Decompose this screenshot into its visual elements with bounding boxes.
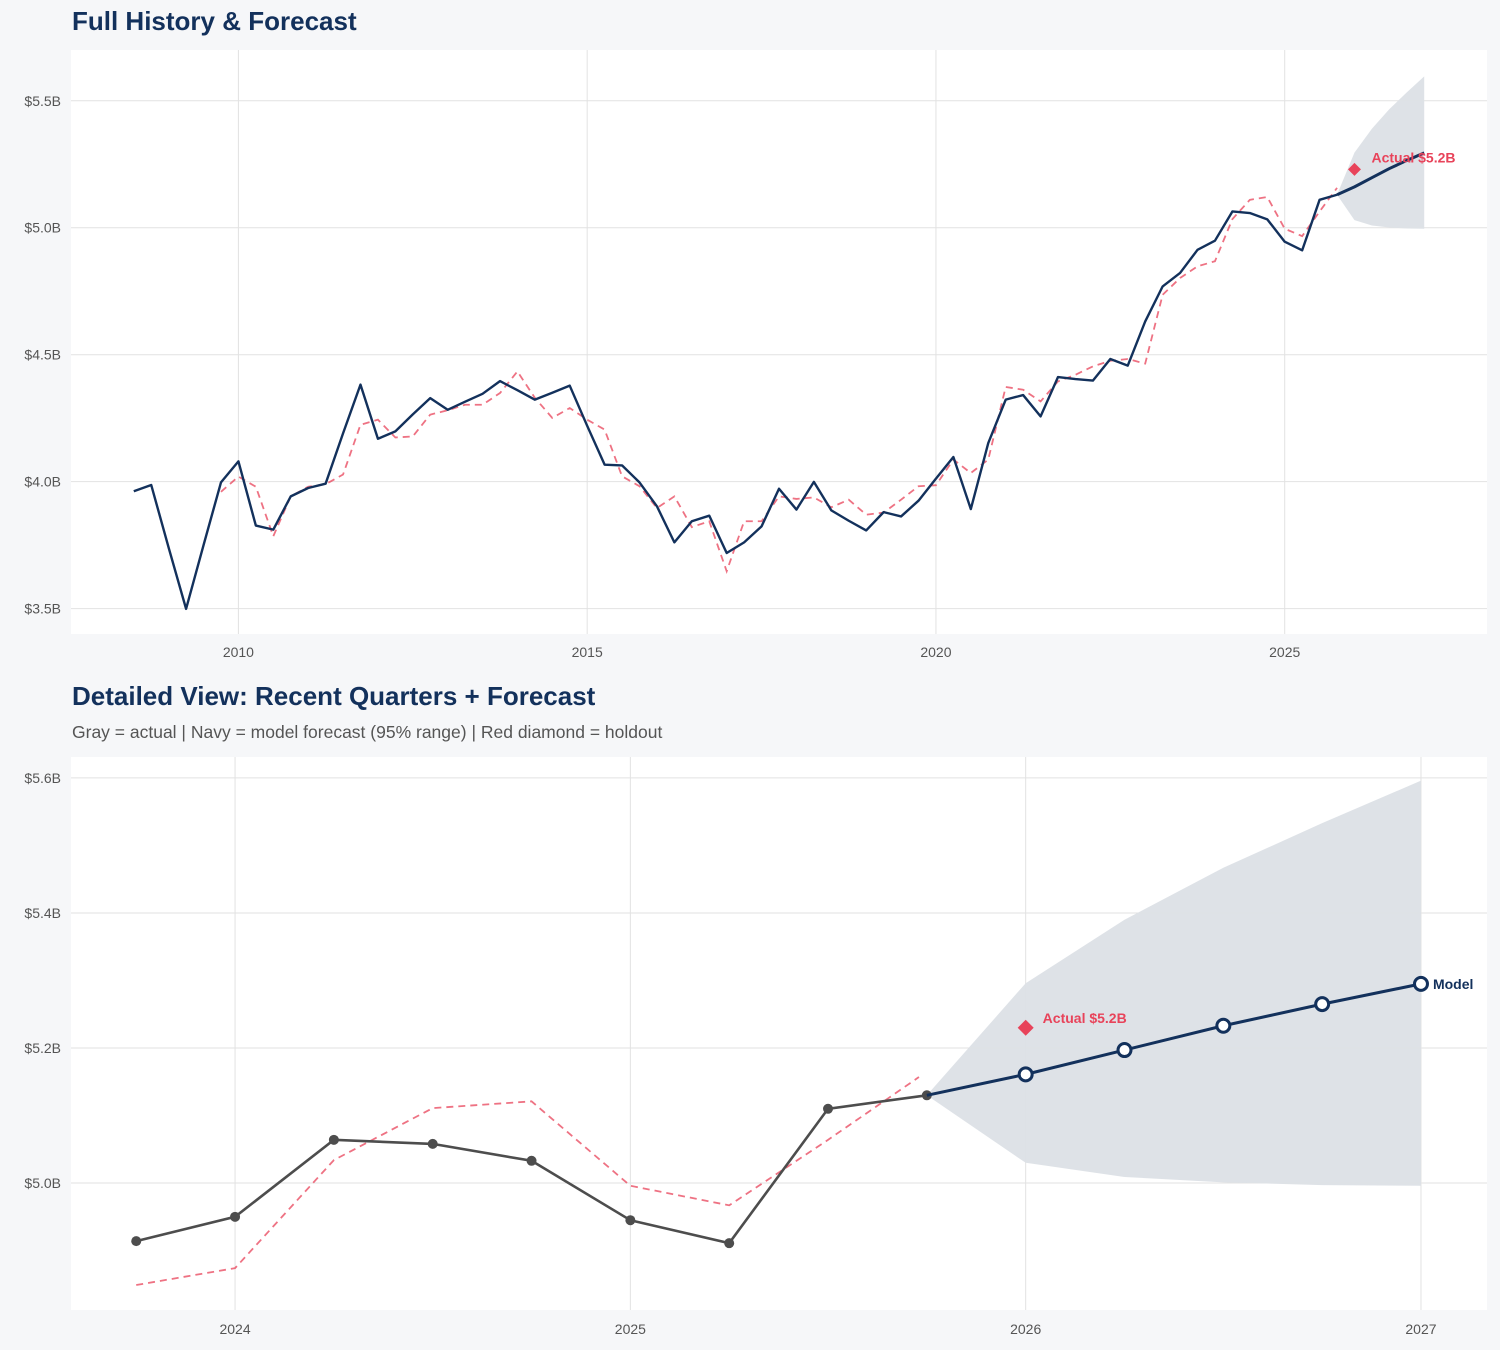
actual-point [230, 1211, 241, 1222]
actual-line [133, 193, 1338, 611]
y-tick-label: $5.2B [24, 1040, 61, 1056]
actual-point [625, 1215, 636, 1226]
x-tick-label: 2025 [615, 1321, 646, 1337]
model-label: Model [1433, 976, 1473, 992]
x-tick-label: 2027 [1405, 1321, 1436, 1337]
forecast-point [1314, 996, 1331, 1013]
forecast-95-range-band [1337, 76, 1425, 229]
x-tick-label: 2024 [219, 1321, 250, 1337]
forecast-95-range-band [926, 780, 1421, 1186]
x-tick-label: 2010 [223, 644, 254, 660]
y-tick-label: $3.5B [24, 601, 61, 617]
x-tick-label: 2026 [1010, 1321, 1041, 1337]
y-tick-label: $5.5B [24, 93, 61, 109]
fitted-dashed-line [136, 1076, 920, 1286]
x-tick-label: 2025 [1269, 644, 1300, 660]
forecast-point [1116, 1042, 1133, 1059]
actual-point [724, 1238, 735, 1249]
holdout-diamond [1017, 1019, 1034, 1036]
chart-title-detailed-view: Detailed View: Recent Quarters + Forecas… [72, 681, 596, 711]
chart-2: $5.0B $5.2B $5.4B $5.6B 2024 2025 2026 2027 Mode… [24, 757, 1487, 1337]
actual-point [131, 1236, 142, 1247]
chart-title-full-history: Full History & Forecast [72, 6, 357, 36]
y-tick-label: $5.4B [24, 905, 61, 921]
x-tick-label: 2015 [572, 644, 603, 660]
actual-point [427, 1138, 438, 1149]
chart-subtitle-legend: Gray = actual | Navy = model forecast (9… [72, 722, 663, 742]
actual-point [823, 1103, 834, 1114]
actual-point [526, 1155, 537, 1166]
y-tick-label: $5.0B [24, 1175, 61, 1191]
forecast-line [926, 982, 1422, 1097]
fitted-dashed-line [220, 187, 1338, 575]
y-tick-label: $4.5B [24, 347, 61, 363]
forecast-point [1412, 975, 1429, 992]
forecast-point [1215, 1017, 1232, 1034]
forecast-point [1017, 1066, 1034, 1083]
x-tick-label: 2020 [920, 644, 951, 660]
y-tick-label: $4.0B [24, 474, 61, 490]
holdout-label: Actual $5.2B [1371, 149, 1455, 165]
forecast-line [1336, 151, 1425, 197]
y-tick-label: $5.0B [24, 220, 61, 236]
plot-area [71, 50, 1487, 634]
actual-point [328, 1134, 339, 1145]
holdout-label: Actual $5.2B [1043, 1010, 1127, 1026]
holdout-diamond [1347, 162, 1361, 176]
chart-1: $3.5B $4.0B $4.5B $5.0B $5.5B 2010 2015 2020 202… [24, 50, 1487, 660]
y-tick-label: $5.6B [24, 770, 61, 786]
